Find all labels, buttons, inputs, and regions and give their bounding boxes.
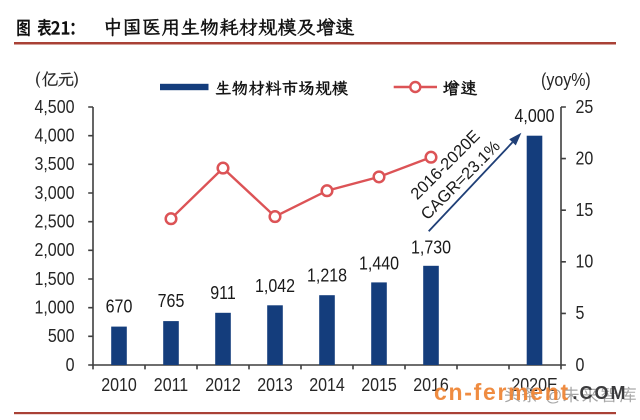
svg-text:1,042: 1,042 bbox=[255, 276, 295, 296]
svg-text:2,000: 2,000 bbox=[34, 240, 74, 260]
svg-text:4,000: 4,000 bbox=[34, 126, 74, 146]
svg-text:2013: 2013 bbox=[257, 375, 293, 395]
svg-text:2012: 2012 bbox=[205, 375, 241, 395]
svg-text:2,500: 2,500 bbox=[34, 212, 74, 232]
svg-text:20: 20 bbox=[576, 149, 594, 169]
svg-text:15: 15 bbox=[576, 200, 594, 220]
svg-text:10: 10 bbox=[576, 252, 594, 272]
svg-text:2020E: 2020E bbox=[511, 375, 557, 395]
svg-text:500: 500 bbox=[48, 326, 75, 346]
svg-text:1,000: 1,000 bbox=[34, 298, 74, 318]
svg-text:1,440: 1,440 bbox=[359, 254, 399, 274]
svg-text:1,500: 1,500 bbox=[34, 269, 74, 289]
svg-text:(yoy%): (yoy%) bbox=[541, 70, 591, 90]
svg-text:2014: 2014 bbox=[309, 375, 345, 395]
svg-text:cn-ferment: cn-ferment bbox=[434, 379, 570, 405]
svg-text:0: 0 bbox=[66, 355, 75, 375]
svg-text:4,500: 4,500 bbox=[34, 97, 74, 117]
svg-text:1,730: 1,730 bbox=[411, 238, 451, 258]
svg-text:4,000: 4,000 bbox=[514, 106, 554, 126]
svg-text:911: 911 bbox=[210, 283, 236, 303]
svg-text:2010: 2010 bbox=[101, 375, 137, 395]
svg-text:1,218: 1,218 bbox=[307, 266, 347, 286]
svg-text:.COM: .COM bbox=[573, 383, 628, 403]
svg-text:2011: 2011 bbox=[154, 375, 188, 395]
svg-text:@: @ bbox=[545, 386, 562, 405]
svg-text:2015: 2015 bbox=[361, 375, 397, 395]
svg-text:670: 670 bbox=[106, 297, 133, 317]
svg-text:5: 5 bbox=[576, 303, 585, 323]
svg-text:3,500: 3,500 bbox=[34, 154, 74, 174]
svg-text:3,000: 3,000 bbox=[34, 183, 74, 203]
svg-text:2016: 2016 bbox=[413, 375, 449, 395]
svg-text:0: 0 bbox=[576, 355, 585, 375]
svg-text:765: 765 bbox=[158, 291, 185, 311]
svg-text:25: 25 bbox=[576, 97, 594, 117]
